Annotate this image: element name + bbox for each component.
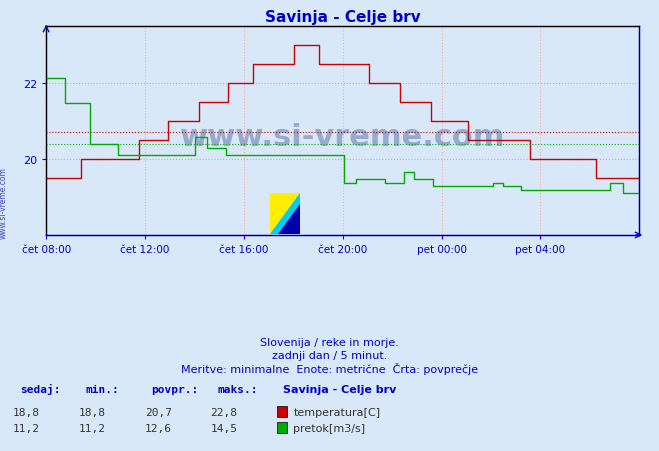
Text: zadnji dan / 5 minut.: zadnji dan / 5 minut. [272, 350, 387, 360]
Text: sedaj:: sedaj: [20, 383, 60, 394]
Text: 18,8: 18,8 [79, 407, 105, 417]
Text: pretok[m3/s]: pretok[m3/s] [293, 423, 365, 433]
Text: 12,6: 12,6 [145, 423, 171, 433]
Title: Savinja - Celje brv: Savinja - Celje brv [265, 9, 420, 24]
Polygon shape [270, 194, 300, 235]
Text: 11,2: 11,2 [13, 423, 40, 433]
Text: www.si-vreme.com: www.si-vreme.com [180, 123, 505, 152]
Text: 14,5: 14,5 [211, 423, 237, 433]
Text: 11,2: 11,2 [79, 423, 105, 433]
Polygon shape [270, 194, 300, 235]
Text: Meritve: minimalne  Enote: metrične  Črta: povprečje: Meritve: minimalne Enote: metrične Črta:… [181, 362, 478, 374]
Text: 22,8: 22,8 [211, 407, 237, 417]
Text: Savinja - Celje brv: Savinja - Celje brv [283, 384, 397, 394]
Text: www.si-vreme.com: www.si-vreme.com [0, 167, 8, 239]
Text: temperatura[C]: temperatura[C] [293, 407, 380, 417]
Text: 18,8: 18,8 [13, 407, 40, 417]
Polygon shape [277, 204, 300, 235]
Text: Slovenija / reke in morje.: Slovenija / reke in morje. [260, 337, 399, 347]
Text: min.:: min.: [86, 384, 119, 394]
Text: maks.:: maks.: [217, 384, 258, 394]
Text: povpr.:: povpr.: [152, 384, 199, 394]
Text: 20,7: 20,7 [145, 407, 171, 417]
